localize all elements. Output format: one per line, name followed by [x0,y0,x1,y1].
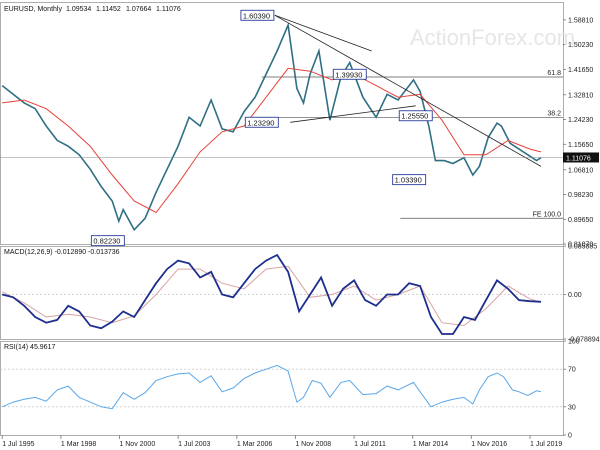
y-tick-label: 1.41650 [568,67,593,74]
annotation-label: 0.82230 [93,237,120,246]
main-title: EURUSD, Monthly [4,6,62,13]
rsi-title: RSI(14) 45.9617 [4,344,55,351]
y-tick-label: 100 [568,339,580,346]
y-tick-label: 1.24230 [568,117,593,124]
annotation-label: 1.03390 [395,176,422,185]
fib-level-label: 61.8 [547,70,561,77]
y-tick-label: 1.50230 [568,42,593,49]
pane-frame-1 [0,246,564,340]
fib-level-label: 38.2 [547,110,561,117]
pane-frame-2 [0,341,564,436]
x-tick-label: 1 Jul 2003 [178,441,210,448]
annotation-label: 1.60390 [243,11,270,20]
ohlc-readout: 1.09534 1.11452 1.07664 1.11076 [66,6,181,13]
y-tick-label: 1.06810 [568,167,593,174]
rsi-series [2,364,542,410]
trendline [290,105,416,123]
annotation-box [90,235,125,247]
pane-frame-0 [0,2,564,245]
x-tick-label: 1 Jul 2011 [354,441,386,448]
annotation-box [244,116,279,128]
y-tick-label: 0.98230 [568,192,593,199]
annotation-label: 1.25550 [401,112,428,121]
annotation-box [240,9,275,21]
trendline [274,14,372,52]
macd-series [1,253,542,335]
y-tick-label: 0 [568,433,572,440]
y-tick-label: 0.89650 [568,217,593,224]
moving-average-series [2,67,542,214]
y-tick-label: 1.58810 [568,17,593,24]
y-tick-label: 1.32810 [568,92,593,99]
x-tick-label: 1 Mar 2014 [413,441,449,448]
ohlc-close: 1.11076 [156,6,181,13]
annotation-box [392,174,427,186]
current-price-label: 1.11076 [566,155,591,162]
y-tick-label: -0.078894 [568,336,600,343]
x-tick-label: 1 Jul 1995 [2,441,34,448]
x-tick-label: 1 Mar 1998 [61,441,97,448]
x-tick-label: 1 Nov 2000 [119,441,155,448]
x-tick-label: 1 Mar 2006 [237,441,273,448]
macd-signal-series [1,265,542,327]
trendline [274,14,542,167]
x-tick-label: 1 Jul 2019 [530,441,562,448]
ohlc-low: 1.07664 [126,6,151,13]
y-tick-label: 30 [568,404,576,411]
x-tick-label: 1 Nov 2008 [295,441,331,448]
y-tick-label: 0.085885 [568,244,597,251]
macd-title: MACD(12,26,9) -0.012890 -0.013736 [4,249,120,256]
annotation-box [332,68,367,80]
annotation-box [398,110,433,122]
annotation-label: 1.23290 [247,118,274,127]
price-series [1,22,542,232]
y-tick-label: 70 [568,367,576,374]
ohlc-high: 1.11452 [96,6,121,13]
ohlc-open: 1.09534 [66,6,91,13]
y-tick-label: 0.00 [568,292,582,299]
fib-level-label: FE 100.0 [533,211,562,218]
y-tick-label: 0.81070 [568,242,593,249]
annotation-label: 1.39930 [335,70,362,79]
y-tick-label: 1.15650 [568,142,593,149]
x-tick-label: 1 Nov 2016 [471,441,507,448]
watermark: ActionForex.com [410,25,575,50]
current-price-tag [563,152,599,163]
